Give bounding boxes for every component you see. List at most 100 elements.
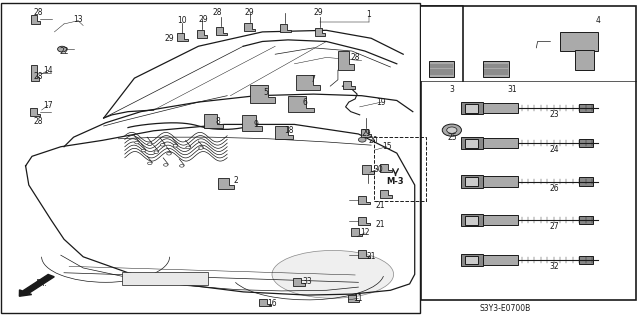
- Text: 21: 21: [376, 220, 385, 229]
- Polygon shape: [244, 23, 255, 31]
- Text: 6: 6: [302, 98, 307, 107]
- Ellipse shape: [173, 145, 178, 147]
- Ellipse shape: [148, 143, 152, 145]
- Bar: [483, 138, 518, 148]
- Bar: [461, 214, 483, 226]
- Text: 1: 1: [366, 10, 371, 19]
- Ellipse shape: [358, 137, 366, 142]
- Polygon shape: [358, 196, 370, 204]
- Text: 29: 29: [164, 34, 175, 43]
- Bar: [483, 103, 518, 113]
- Text: 4: 4: [596, 16, 601, 25]
- Bar: [1, 3, 420, 313]
- Bar: [421, 6, 636, 300]
- Polygon shape: [348, 295, 359, 302]
- Text: 27: 27: [549, 222, 559, 231]
- Text: FR.: FR.: [36, 279, 47, 288]
- Ellipse shape: [179, 165, 184, 167]
- Polygon shape: [31, 65, 39, 81]
- Bar: [465, 139, 478, 148]
- Bar: [579, 139, 593, 147]
- Polygon shape: [288, 96, 314, 112]
- Polygon shape: [380, 190, 392, 198]
- Bar: [560, 32, 598, 51]
- Text: 2: 2: [233, 176, 238, 185]
- Bar: [579, 216, 593, 224]
- Bar: [465, 177, 478, 186]
- Polygon shape: [216, 27, 227, 35]
- FancyArrow shape: [19, 274, 54, 296]
- Ellipse shape: [198, 147, 204, 149]
- Ellipse shape: [148, 162, 152, 165]
- Text: 14: 14: [43, 66, 53, 75]
- Polygon shape: [31, 15, 40, 24]
- Text: 11: 11: [354, 294, 363, 303]
- Ellipse shape: [135, 141, 140, 144]
- Text: 21: 21: [376, 201, 385, 210]
- Ellipse shape: [442, 124, 461, 136]
- Bar: [461, 175, 483, 188]
- Polygon shape: [259, 299, 271, 306]
- Polygon shape: [275, 126, 293, 139]
- Text: 28: 28: [351, 53, 360, 62]
- Text: 29: 29: [361, 130, 371, 138]
- Polygon shape: [197, 30, 207, 38]
- Polygon shape: [351, 228, 362, 236]
- Bar: [579, 256, 593, 264]
- Bar: [579, 104, 593, 112]
- Bar: [465, 104, 478, 113]
- Ellipse shape: [154, 151, 159, 153]
- Bar: [429, 61, 454, 77]
- Text: 9: 9: [253, 120, 259, 129]
- Polygon shape: [358, 217, 370, 225]
- Text: 28: 28: [34, 117, 43, 126]
- Polygon shape: [177, 33, 188, 41]
- Text: 13: 13: [73, 15, 83, 24]
- Text: 30: 30: [373, 165, 383, 174]
- Bar: [374, 137, 426, 201]
- Text: 23: 23: [549, 110, 559, 119]
- Polygon shape: [380, 164, 392, 172]
- Polygon shape: [30, 108, 40, 116]
- Bar: [461, 254, 483, 266]
- Ellipse shape: [272, 250, 394, 298]
- Polygon shape: [358, 250, 370, 258]
- Bar: [465, 216, 478, 225]
- Polygon shape: [296, 75, 320, 90]
- Text: 24: 24: [549, 145, 559, 154]
- Text: 29: 29: [313, 8, 323, 17]
- Text: 17: 17: [43, 101, 53, 110]
- Text: 19: 19: [376, 98, 387, 107]
- Polygon shape: [338, 51, 354, 70]
- Text: 22: 22: [60, 47, 68, 56]
- Bar: [575, 50, 594, 70]
- Bar: [483, 255, 518, 265]
- Text: 33: 33: [302, 277, 312, 286]
- Text: 21: 21: [367, 252, 376, 261]
- Text: 28: 28: [34, 72, 43, 81]
- Ellipse shape: [166, 152, 172, 155]
- Text: 28: 28: [34, 8, 43, 17]
- Bar: [483, 176, 518, 187]
- Ellipse shape: [447, 127, 457, 133]
- Text: 12: 12: [360, 228, 369, 237]
- Bar: [483, 215, 518, 225]
- Polygon shape: [242, 115, 262, 131]
- Polygon shape: [280, 24, 291, 32]
- Text: 25: 25: [447, 133, 457, 142]
- Ellipse shape: [186, 146, 191, 149]
- Bar: [461, 137, 483, 149]
- Polygon shape: [218, 178, 234, 189]
- Bar: [122, 272, 208, 285]
- Text: 10: 10: [177, 16, 188, 25]
- Polygon shape: [250, 85, 275, 103]
- Text: 3: 3: [449, 85, 454, 94]
- Text: 15: 15: [381, 142, 392, 151]
- Ellipse shape: [164, 164, 168, 166]
- Polygon shape: [293, 278, 305, 286]
- Polygon shape: [362, 165, 374, 174]
- Ellipse shape: [58, 46, 67, 52]
- Text: 28: 28: [213, 8, 222, 17]
- Text: 26: 26: [549, 184, 559, 193]
- Text: M-3: M-3: [387, 177, 404, 186]
